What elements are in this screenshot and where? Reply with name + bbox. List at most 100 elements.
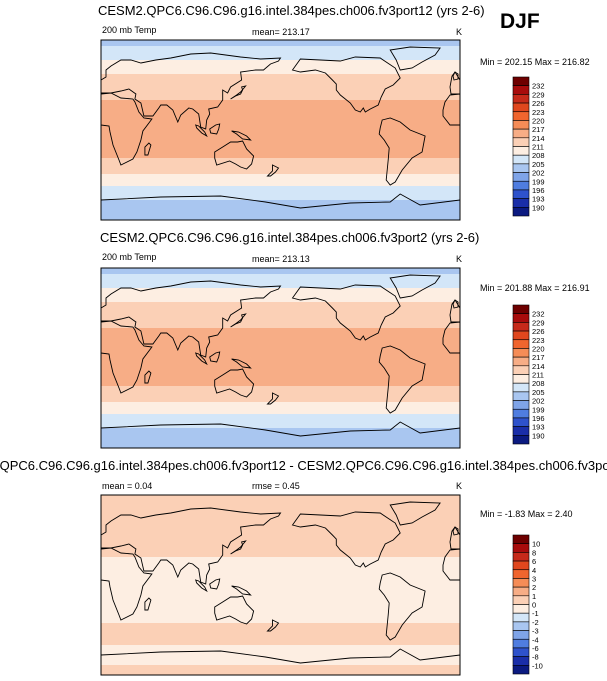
coastline-britain	[452, 526, 459, 536]
colorbar-tick-label: 4	[532, 566, 536, 575]
field-band	[101, 531, 460, 534]
field-band	[101, 180, 460, 183]
field-band	[101, 144, 460, 147]
field-band	[101, 653, 460, 656]
field-band	[101, 599, 460, 602]
colorbar-tick-label: 217	[532, 125, 545, 134]
coastline-borneo	[209, 351, 221, 363]
field-band	[101, 495, 460, 498]
field-band	[101, 515, 460, 518]
field-band	[101, 611, 460, 614]
field-band	[101, 591, 460, 594]
colorbar-swatch	[512, 163, 530, 173]
field-band	[101, 310, 460, 313]
field-band	[101, 519, 460, 522]
colorbar-swatch	[512, 102, 530, 113]
field-band	[101, 517, 460, 520]
field-band	[101, 402, 460, 405]
coastline-japan	[230, 313, 247, 328]
season-label: DJF	[500, 10, 540, 33]
field-band	[101, 645, 460, 648]
field-band	[101, 88, 460, 91]
colorbar-tick-label: 211	[532, 143, 544, 152]
field-band	[101, 306, 460, 309]
colorbar-swatch	[512, 137, 530, 147]
field-band	[101, 444, 460, 447]
field-band	[101, 370, 460, 373]
field-band	[101, 182, 460, 185]
colorbar-tick-label: 214	[532, 362, 545, 371]
field-band	[101, 575, 460, 578]
field-band	[101, 314, 460, 317]
field-band	[101, 200, 460, 203]
field-band	[101, 78, 460, 81]
colorbar-swatch	[512, 612, 530, 623]
field-band	[101, 410, 460, 413]
colorbar-tick-label: 214	[532, 134, 545, 143]
panel-1-minmax: Min = 202.15 Max = 216.82	[480, 57, 590, 67]
coastline-north-america	[291, 284, 401, 341]
colorbar-tick-label: 226	[532, 99, 545, 108]
colorbar-swatch	[512, 111, 530, 121]
field-band	[101, 126, 460, 129]
panel-3-minmax: Min = -1.83 Max = 2.40	[480, 509, 573, 519]
field-band	[101, 422, 460, 425]
field-band	[101, 318, 460, 321]
field-band	[101, 432, 460, 435]
field-band	[101, 382, 460, 385]
field-band	[101, 276, 460, 279]
field-band	[101, 192, 460, 195]
field-band	[101, 368, 460, 371]
colorbar-swatch	[512, 400, 530, 410]
field-band	[101, 216, 460, 219]
field-band	[101, 308, 460, 311]
colorbar-tick-label: -6	[532, 644, 539, 653]
field-band	[101, 52, 460, 55]
field-band	[101, 136, 460, 139]
field-band	[101, 122, 460, 125]
field-band	[101, 58, 460, 61]
field-band	[101, 372, 460, 375]
coastline-south-america	[378, 572, 426, 641]
field-band	[101, 104, 460, 107]
field-band	[101, 274, 460, 277]
field-band	[101, 42, 460, 45]
field-band	[101, 272, 460, 275]
colorbar-swatch	[512, 154, 530, 165]
field-band	[101, 390, 460, 393]
field-band	[101, 663, 460, 666]
coastline-north-america	[291, 511, 401, 568]
field-band	[101, 268, 460, 271]
field-band	[101, 505, 460, 508]
colorbar-swatch	[512, 382, 530, 393]
field-band	[101, 196, 460, 199]
field-band	[101, 340, 460, 343]
field-band	[101, 164, 460, 167]
field-band	[101, 601, 460, 604]
field-band	[101, 334, 460, 337]
panel-1-right-label: K	[456, 27, 463, 37]
colorbar-swatch	[512, 595, 530, 605]
colorbar-tick-label: 202	[532, 169, 545, 178]
colorbar-swatch	[512, 198, 530, 208]
field-band	[101, 442, 460, 445]
field-band	[101, 503, 460, 506]
field-band	[101, 152, 460, 155]
coastline-madagascar	[144, 370, 152, 384]
colorbar-swatch	[512, 586, 530, 597]
colorbar-swatch	[512, 569, 530, 579]
field-band	[101, 629, 460, 632]
colorbar-tick-label: 208	[532, 379, 545, 388]
colorbar-swatch	[512, 656, 530, 666]
field-band	[101, 565, 460, 568]
field-band	[101, 154, 460, 157]
field-band	[101, 348, 460, 351]
field-band	[101, 184, 460, 187]
field-band	[101, 549, 460, 552]
map-fill	[101, 268, 460, 448]
field-band	[101, 434, 460, 437]
panel-2-minmax: Min = 201.88 Max = 216.91	[480, 283, 590, 293]
colorbar-tick-label: 229	[532, 90, 545, 99]
colorbar-tick-label: 10	[532, 540, 540, 549]
